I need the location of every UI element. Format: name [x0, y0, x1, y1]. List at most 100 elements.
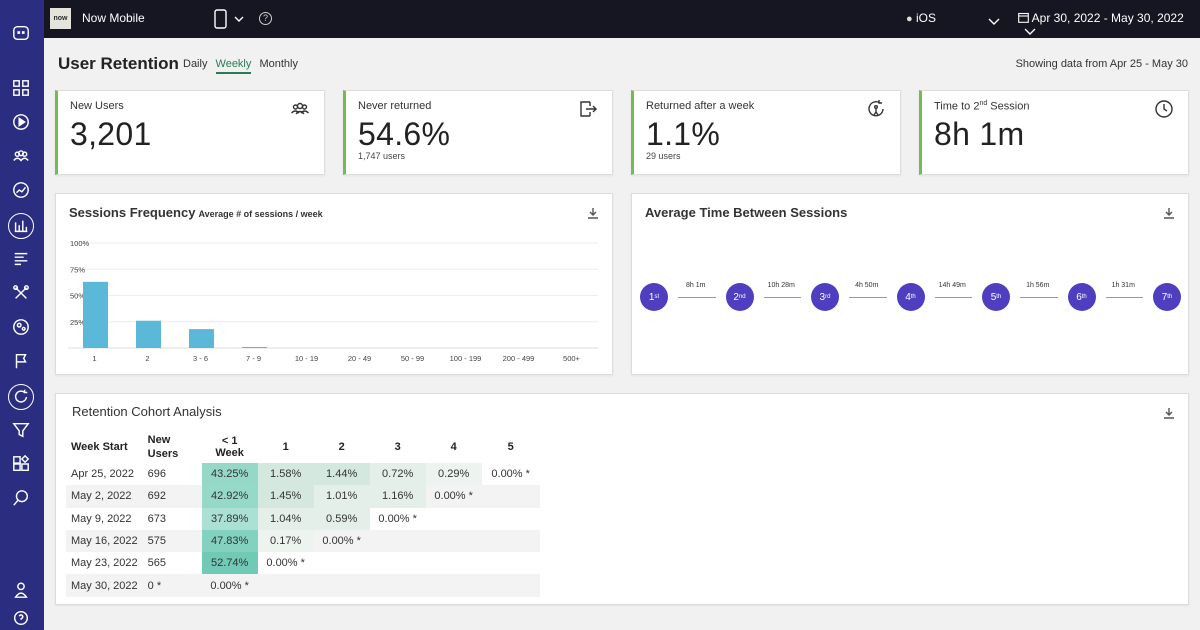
- widgets-icon[interactable]: [10, 453, 32, 475]
- app-logo-icon[interactable]: [10, 22, 32, 44]
- tab-daily[interactable]: Daily: [183, 58, 208, 70]
- table-row: May 2, 2022 692 42.92% 1.45% 1.01% 1.16% 0.00%…: [66, 485, 540, 508]
- column-header: 2: [338, 440, 345, 453]
- retention-cell: 0.00% *: [201, 574, 258, 597]
- session-node-ordinal: rd: [825, 294, 831, 300]
- retention-cell: 47.83%: [201, 529, 258, 553]
- retention-cell: 0.00% *: [491, 468, 530, 481]
- help-icon[interactable]: ?: [259, 12, 272, 25]
- clock-icon: [1154, 99, 1176, 121]
- retention-cell: 0.00% *: [313, 529, 370, 553]
- bar[interactable]: [189, 329, 214, 348]
- new-users-cell: 0 *: [142, 574, 202, 597]
- return-icon: [866, 99, 888, 121]
- calendar-icon: [1018, 11, 1032, 25]
- app-logo[interactable]: now: [50, 8, 71, 29]
- kpi-title: New Users: [70, 100, 124, 112]
- app-name[interactable]: Now Mobile: [82, 11, 145, 25]
- download-icon[interactable]: [1163, 206, 1175, 219]
- kpi-returned-after-week: Returned after a week 1.1% 29 users: [631, 90, 901, 175]
- panel-title: Sessions Frequency Average # of sessions …: [69, 205, 323, 220]
- bar[interactable]: [242, 346, 267, 348]
- search-icon[interactable]: [10, 487, 32, 509]
- kpi-time-to-second-session: Time to 2nd Session 8h 1m: [919, 90, 1189, 175]
- x-tick-label: 7 - 9: [246, 354, 261, 363]
- table-row: May 23, 2022 565 52.74% 0.00% *: [66, 552, 540, 575]
- bar-chart-icon[interactable]: [8, 213, 34, 239]
- bar[interactable]: [136, 320, 161, 348]
- kpi-title: Returned after a week: [646, 100, 755, 112]
- retention-cell: 0.59%: [313, 507, 370, 530]
- users-icon[interactable]: [10, 145, 32, 167]
- bar[interactable]: [83, 281, 108, 348]
- column-header: 4: [450, 440, 457, 453]
- retention-cell: 0.00% *: [425, 485, 482, 508]
- data-range-note: Showing data from Apr 25 - May 30: [1015, 58, 1188, 70]
- os-selector[interactable]: ● iOS: [906, 11, 936, 25]
- retention-cell: 43.25%: [201, 463, 258, 486]
- time-gap-label: 10h 28m: [767, 282, 795, 289]
- timeline-connector: [849, 297, 887, 298]
- new-users-cell: 692: [142, 485, 202, 508]
- play-icon[interactable]: [10, 111, 32, 133]
- week-start-cell: May 2, 2022: [66, 485, 143, 508]
- week-start-cell: May 23, 2022: [71, 557, 138, 570]
- flag-icon[interactable]: [10, 350, 32, 372]
- retention-cell: 1.45%: [257, 485, 314, 508]
- column-header: 3: [394, 440, 401, 453]
- x-tick-label: 50 - 99: [401, 354, 424, 363]
- column-header: 5: [507, 440, 514, 453]
- column-header: New Users: [147, 433, 179, 460]
- session-node-number: 7: [1161, 291, 1168, 303]
- y-tick-label: 50%: [70, 292, 85, 301]
- retention-cell: 52.74%: [201, 552, 258, 575]
- users-icon: [290, 99, 312, 121]
- new-users-cell: 565: [147, 557, 167, 570]
- kpi-value: 1.1%: [646, 116, 721, 152]
- date-range-picker[interactable]: Apr 30, 2022 - May 30, 2022: [1018, 11, 1200, 39]
- tab-monthly[interactable]: Monthly: [259, 58, 298, 70]
- chevron-down-icon: [1018, 25, 1036, 39]
- os-label: iOS: [916, 11, 937, 25]
- table-row: May 9, 2022 673 37.89% 1.04% 0.59% 0.00% *: [66, 507, 540, 530]
- kpi-value: 54.6%: [358, 116, 451, 152]
- table-row: Apr 25, 2022 696 43.25% 1.58% 1.44% 0.72% 0.29…: [66, 463, 540, 486]
- retention-cell: 0.72%: [369, 463, 426, 486]
- week-start-cell: Apr 25, 2022: [71, 468, 134, 481]
- help-icon[interactable]: [10, 607, 32, 629]
- kpi-never-returned: Never returned 54.6% 1,747 users: [343, 90, 613, 175]
- y-tick-label: 100%: [70, 239, 90, 248]
- empty-cell: [313, 574, 370, 597]
- profile-icon[interactable]: [10, 579, 32, 601]
- time-gap-label: 8h 1m: [686, 282, 706, 289]
- device-selector[interactable]: [214, 9, 248, 34]
- tools-icon[interactable]: [10, 282, 32, 304]
- download-icon[interactable]: [1163, 406, 1175, 419]
- tab-weekly[interactable]: Weekly: [215, 58, 252, 74]
- dashboard-icon[interactable]: [10, 77, 32, 99]
- week-start-cell: May 30, 2022: [66, 574, 143, 597]
- x-tick-label: 200 - 499: [503, 354, 535, 363]
- empty-cell: [257, 574, 314, 597]
- column-header: Week Start: [71, 440, 128, 453]
- explore-icon[interactable]: [10, 316, 32, 338]
- session-node-ordinal: th: [1081, 294, 1087, 300]
- date-range-label: Apr 30, 2022 - May 30, 2022: [1031, 11, 1184, 25]
- download-icon[interactable]: [587, 206, 599, 219]
- new-users-cell: 575: [142, 529, 202, 553]
- retention-icon[interactable]: [8, 384, 34, 410]
- chevron-down-icon[interactable]: [988, 13, 1000, 31]
- session-node-number: 1: [648, 291, 655, 303]
- retention-cell: 1.58%: [257, 463, 314, 486]
- empty-cell: [482, 552, 540, 574]
- timeline-connector: [934, 297, 972, 298]
- list-icon[interactable]: [10, 248, 32, 270]
- analytics-icon[interactable]: [10, 179, 32, 201]
- kpi-new-users: New Users 3,201: [55, 90, 325, 175]
- funnel-icon[interactable]: [10, 419, 32, 441]
